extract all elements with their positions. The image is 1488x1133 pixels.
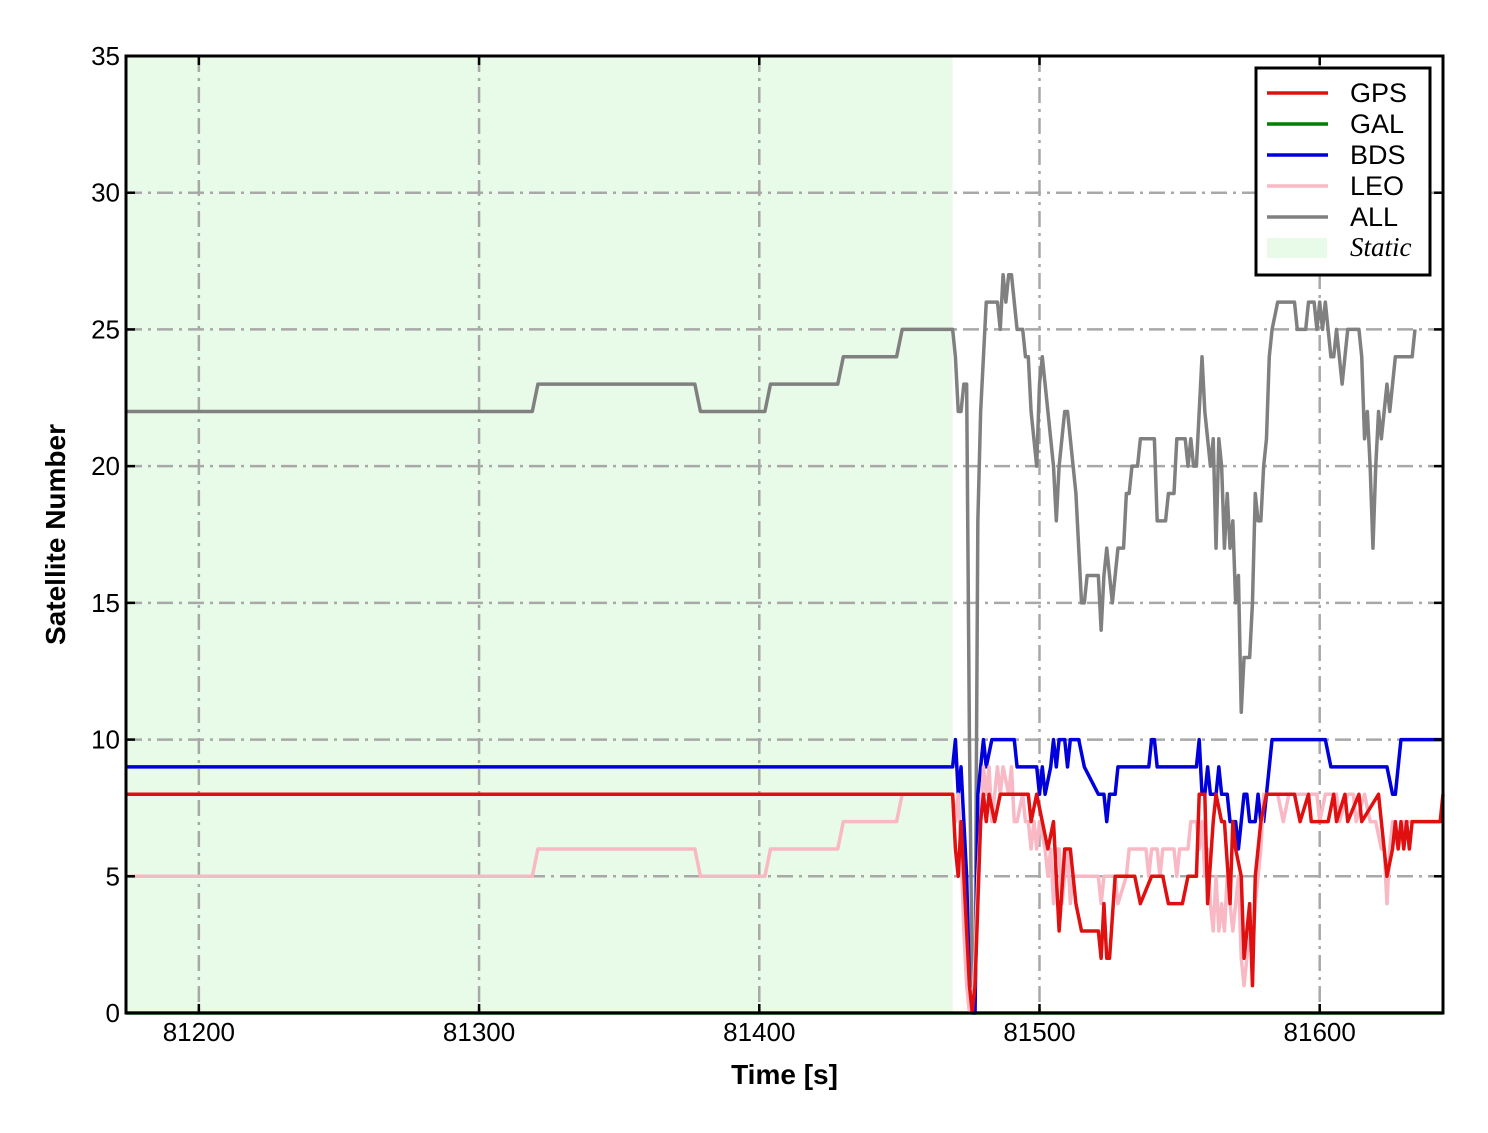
legend-label-leo: LEO [1350,171,1404,201]
legend-label-bds: BDS [1350,140,1406,170]
x-tick-label-81600: 81600 [1284,1017,1356,1047]
x-tick-label-81300: 81300 [443,1017,515,1047]
y-tick-label-5: 5 [106,861,120,891]
y-tick-label-15: 15 [91,588,120,618]
y-tick-label-30: 30 [91,178,120,208]
axis-ticks: 81200 81300 81400 81500 81600 0 5 10 15 20 25 30 35 [91,41,1443,1047]
plot-frame [124,54,1445,1015]
x-tick-label-81500: 81500 [1003,1017,1075,1047]
x-tick-label-81400: 81400 [723,1017,795,1047]
legend-label-static: Static [1350,232,1412,262]
series-line-gps [126,792,1445,1015]
y-axis-title: Satellite Number [40,424,71,645]
y-tick-label-25: 25 [91,314,120,344]
x-tick-label-81200: 81200 [163,1017,235,1047]
y-tick-label-35: 35 [91,41,120,71]
x-axis-title: Time [s] [731,1059,838,1090]
series-line-bds [126,737,1443,1015]
legend-label-gps: GPS [1350,78,1407,108]
legend-label-all: ALL [1350,202,1398,232]
y-tick-label-10: 10 [91,725,120,755]
series-line-all [126,272,1417,988]
legend-label-gal: GAL [1350,109,1404,139]
shaded-regions [126,56,953,1013]
y-tick-label-20: 20 [91,451,120,481]
grid [126,56,1443,1013]
shaded-region-static [126,56,953,1013]
legend-swatch-static [1267,238,1327,258]
y-tick-label-0: 0 [106,998,120,1028]
